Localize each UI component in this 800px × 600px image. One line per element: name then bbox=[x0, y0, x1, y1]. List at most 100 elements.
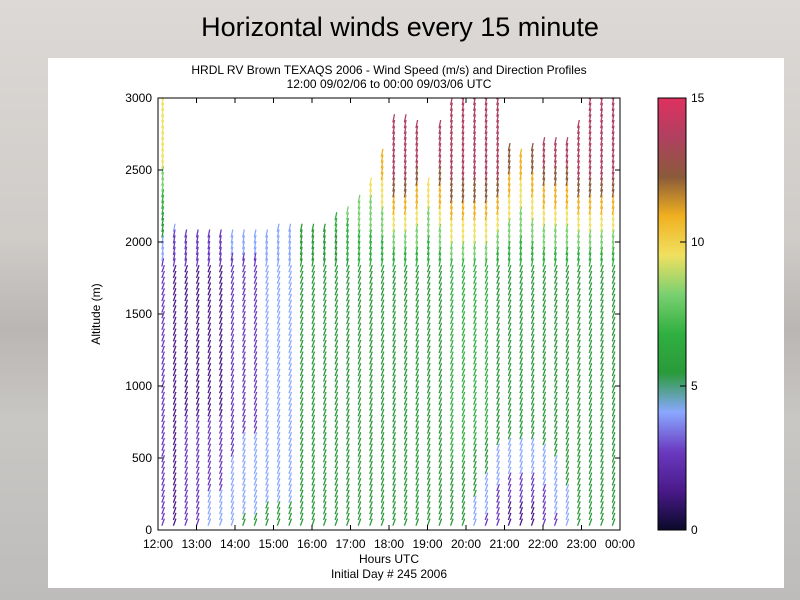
wind-barb bbox=[392, 154, 396, 163]
wind-barb bbox=[242, 495, 246, 503]
wind-barb bbox=[438, 368, 443, 377]
wind-barb bbox=[218, 374, 223, 382]
wind-barb bbox=[588, 489, 593, 498]
wind-barb bbox=[577, 288, 581, 296]
wind-barb bbox=[172, 518, 177, 526]
wind-barb bbox=[438, 148, 442, 158]
wind-barb bbox=[600, 119, 604, 129]
wind-barb bbox=[507, 334, 512, 342]
wind-barb bbox=[600, 194, 604, 204]
wind-barb bbox=[449, 512, 454, 521]
wind-barb bbox=[346, 391, 350, 400]
wind-barb bbox=[438, 334, 443, 342]
wind-barb bbox=[380, 403, 385, 411]
wind-profile bbox=[565, 137, 570, 526]
wind-barb bbox=[426, 217, 430, 227]
wind-barb bbox=[542, 391, 547, 400]
wind-barb bbox=[380, 206, 384, 215]
wind-barb bbox=[496, 472, 500, 480]
wind-barb bbox=[577, 235, 580, 244]
wind-barb bbox=[311, 316, 316, 325]
wind-barb bbox=[611, 362, 616, 371]
wind-barb bbox=[553, 288, 558, 296]
wind-barb bbox=[357, 466, 362, 475]
wind-barb bbox=[218, 334, 223, 342]
wind-barb bbox=[426, 460, 431, 469]
wind-barb bbox=[369, 385, 373, 394]
wind-barb bbox=[380, 194, 384, 204]
wind-profile bbox=[438, 119, 443, 526]
wind-barb bbox=[172, 345, 177, 354]
wind-barb bbox=[611, 131, 615, 140]
wind-barb bbox=[415, 460, 420, 469]
wind-barb bbox=[507, 495, 512, 503]
wind-barb bbox=[507, 432, 512, 440]
wind-barb bbox=[611, 119, 615, 129]
wind-barb bbox=[369, 380, 373, 388]
wind-barb bbox=[288, 293, 293, 302]
wind-barb bbox=[346, 229, 349, 238]
wind-barb bbox=[449, 102, 453, 112]
wind-barb bbox=[161, 258, 165, 267]
wind-profile bbox=[519, 148, 524, 526]
wind-barb bbox=[438, 212, 442, 221]
wind-barb bbox=[253, 311, 258, 319]
wind-barb bbox=[496, 114, 500, 123]
wind-barb bbox=[299, 252, 303, 261]
wind-barb bbox=[565, 345, 570, 354]
wind-barb bbox=[415, 229, 419, 238]
wind-barb bbox=[357, 380, 362, 388]
wind-barb bbox=[184, 408, 189, 417]
wind-barb bbox=[322, 489, 327, 498]
wind-barb bbox=[207, 443, 212, 452]
wind-barb bbox=[322, 397, 327, 405]
wind-barb bbox=[184, 449, 189, 457]
wind-barb bbox=[392, 374, 396, 382]
wind-barb bbox=[553, 240, 557, 250]
wind-barb bbox=[276, 223, 280, 233]
wind-barb bbox=[195, 426, 200, 434]
wind-barb bbox=[242, 483, 246, 492]
wind-barb bbox=[242, 246, 245, 256]
wind-barb bbox=[403, 460, 408, 469]
wind-barb bbox=[484, 512, 489, 521]
wind-barb bbox=[461, 235, 465, 244]
wind-barb bbox=[507, 183, 511, 192]
wind-barb bbox=[357, 276, 362, 284]
wind-barb bbox=[484, 258, 488, 267]
wind-barb bbox=[496, 235, 500, 244]
wind-barb bbox=[322, 240, 326, 250]
wind-barb bbox=[346, 380, 350, 388]
wind-barb bbox=[334, 449, 339, 457]
wind-barb bbox=[588, 154, 592, 163]
wind-barb bbox=[484, 252, 488, 261]
wind-barb bbox=[496, 160, 500, 169]
wind-barb bbox=[519, 217, 523, 227]
wind-barb bbox=[496, 426, 500, 434]
wind-barb bbox=[161, 288, 165, 296]
wind-barb bbox=[161, 460, 165, 469]
wind-barb bbox=[334, 240, 338, 250]
wind-barb bbox=[473, 200, 476, 210]
wind-barb bbox=[161, 189, 165, 198]
wind-barb bbox=[415, 288, 420, 296]
wind-barb bbox=[438, 282, 443, 290]
wind-barb bbox=[392, 282, 396, 290]
wind-barb bbox=[484, 380, 489, 388]
wind-barb bbox=[484, 443, 489, 452]
wind-barb bbox=[553, 483, 558, 492]
wind-barb bbox=[369, 397, 373, 405]
wind-barb bbox=[242, 357, 246, 365]
wind-barb bbox=[438, 391, 443, 400]
wind-barb bbox=[530, 368, 535, 377]
wind-barb bbox=[276, 501, 281, 509]
wind-barb bbox=[611, 420, 616, 428]
wind-barb bbox=[311, 391, 316, 400]
wind-barb bbox=[218, 512, 223, 521]
wind-barb bbox=[461, 305, 466, 313]
wind-barb bbox=[265, 345, 269, 354]
wind-barb bbox=[346, 397, 350, 405]
wind-barb bbox=[172, 403, 177, 411]
wind-barb bbox=[565, 403, 570, 411]
x-tick-label: 00:00 bbox=[605, 537, 635, 551]
